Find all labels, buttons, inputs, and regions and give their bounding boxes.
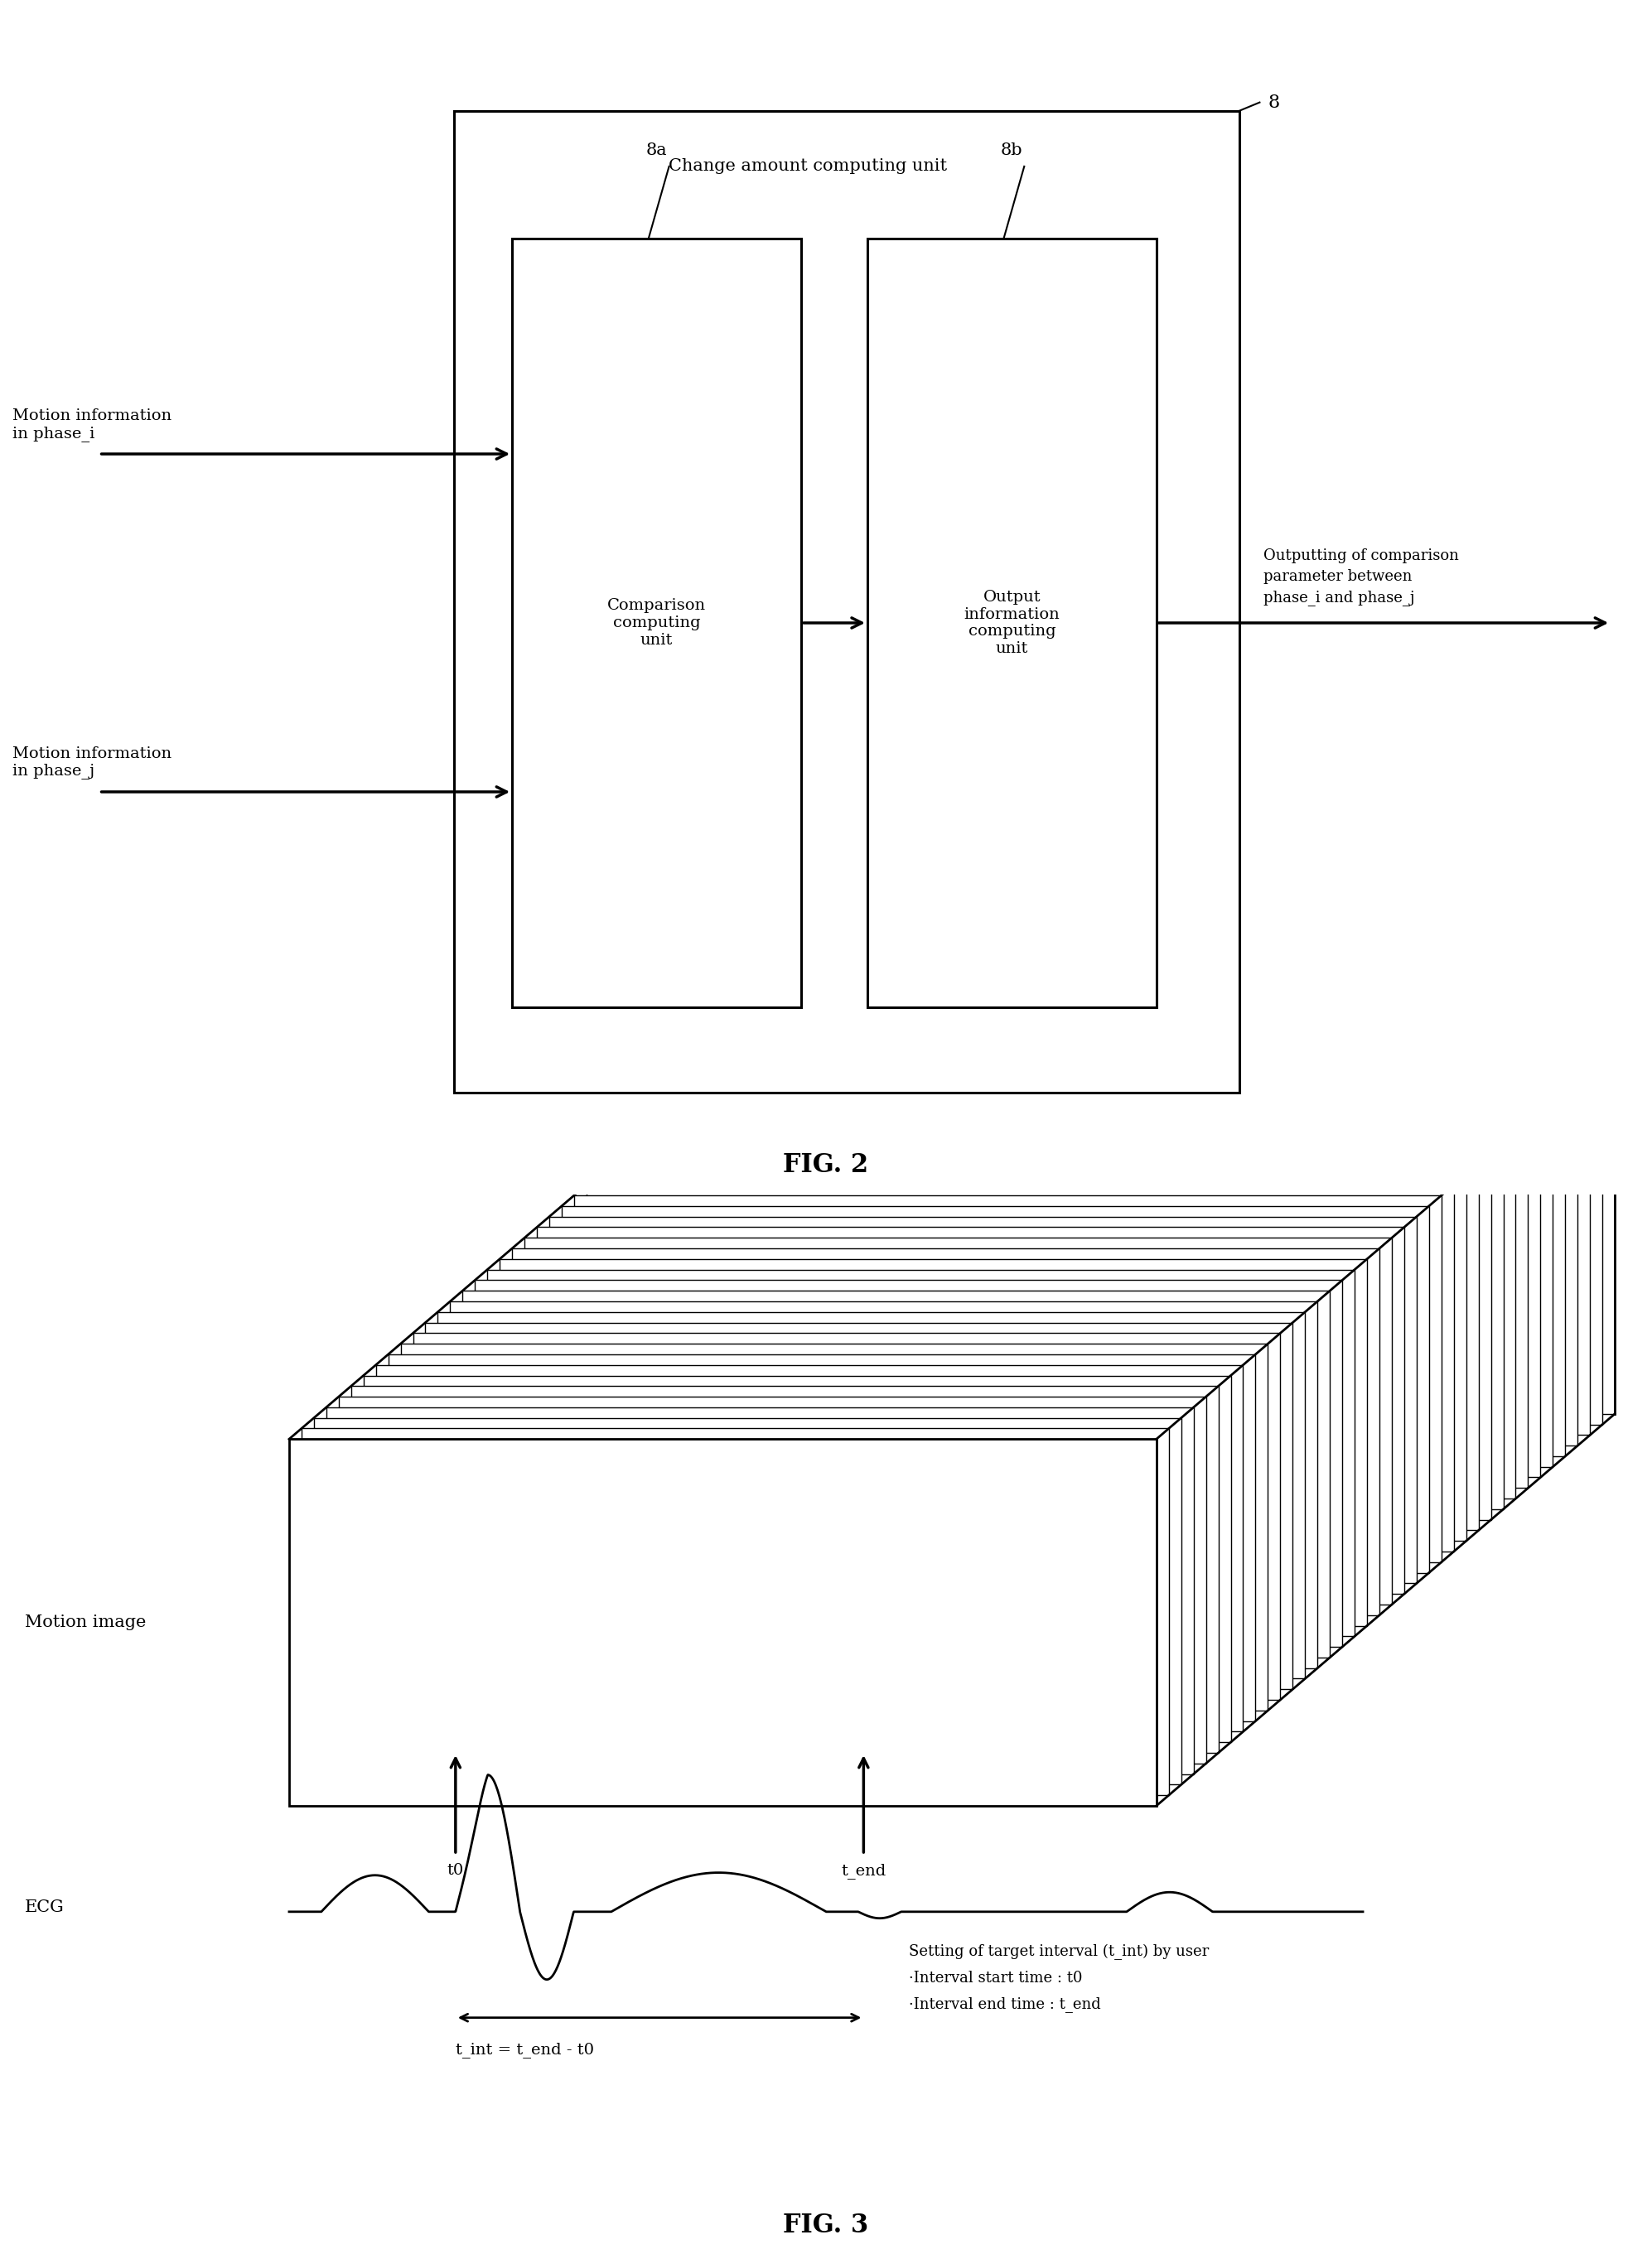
Bar	[449, 1301, 1317, 1668]
Text: Outputting of comparison
parameter between
phase_i and phase_j: Outputting of comparison parameter betwe…	[1264, 548, 1459, 606]
Bar	[363, 1375, 1231, 1742]
Bar	[867, 239, 1156, 1008]
Bar	[611, 1163, 1479, 1530]
Bar	[289, 1438, 1156, 1805]
Bar	[512, 239, 801, 1008]
Bar	[400, 1343, 1269, 1711]
Bar	[586, 1186, 1454, 1551]
Text: Motion information
in phase_j: Motion information in phase_j	[13, 746, 172, 780]
Text: Change amount computing unit: Change amount computing unit	[667, 158, 947, 174]
Text: Setting of target interval (t_int) by user
·Interval start time : t0
·Interval e: Setting of target interval (t_int) by us…	[909, 1945, 1209, 2013]
Bar	[339, 1397, 1206, 1763]
Bar	[350, 1386, 1218, 1754]
Bar	[487, 1269, 1355, 1636]
Bar	[537, 1226, 1404, 1594]
Bar	[301, 1429, 1168, 1794]
Bar	[463, 1292, 1330, 1657]
Bar	[499, 1260, 1368, 1625]
Bar	[314, 1418, 1181, 1785]
Text: 8: 8	[1269, 92, 1280, 110]
Bar	[413, 1332, 1280, 1700]
Bar	[426, 1323, 1292, 1688]
Bar	[438, 1312, 1305, 1679]
Bar	[722, 1068, 1589, 1436]
Bar	[562, 1206, 1429, 1573]
Text: t_end: t_end	[841, 1862, 885, 1878]
Bar	[735, 1057, 1602, 1425]
Bar	[672, 1111, 1540, 1476]
Bar	[598, 1174, 1467, 1542]
Text: Motion image: Motion image	[25, 1614, 145, 1630]
Text: t0: t0	[448, 1862, 464, 1878]
Bar	[476, 1280, 1341, 1648]
Text: t_int = t_end - t0: t_int = t_end - t0	[456, 2042, 595, 2058]
Bar	[327, 1406, 1193, 1774]
Text: FIG. 2: FIG. 2	[783, 1152, 869, 1177]
Bar	[454, 110, 1239, 1093]
Bar	[575, 1195, 1441, 1562]
Bar	[388, 1355, 1256, 1722]
Text: FIG. 3: FIG. 3	[783, 2213, 869, 2238]
Bar	[648, 1132, 1517, 1499]
Bar	[747, 1048, 1614, 1413]
Text: Comparison
computing
unit: Comparison computing unit	[608, 597, 705, 647]
Bar	[548, 1217, 1416, 1582]
Bar	[710, 1080, 1578, 1445]
Text: ECG: ECG	[25, 1900, 64, 1916]
Text: Output
information
computing
unit: Output information computing unit	[963, 591, 1061, 656]
Bar	[512, 1249, 1379, 1616]
Bar	[697, 1089, 1564, 1456]
Bar	[289, 1438, 1156, 1805]
Text: 8b: 8b	[1001, 142, 1023, 158]
Bar	[636, 1143, 1503, 1510]
Text: 8a: 8a	[646, 142, 667, 158]
Bar	[661, 1120, 1528, 1488]
Bar	[624, 1154, 1490, 1519]
Bar	[375, 1366, 1242, 1731]
Bar	[524, 1237, 1391, 1605]
Bar	[686, 1100, 1553, 1467]
Text: Motion information
in phase_i: Motion information in phase_i	[13, 408, 172, 442]
